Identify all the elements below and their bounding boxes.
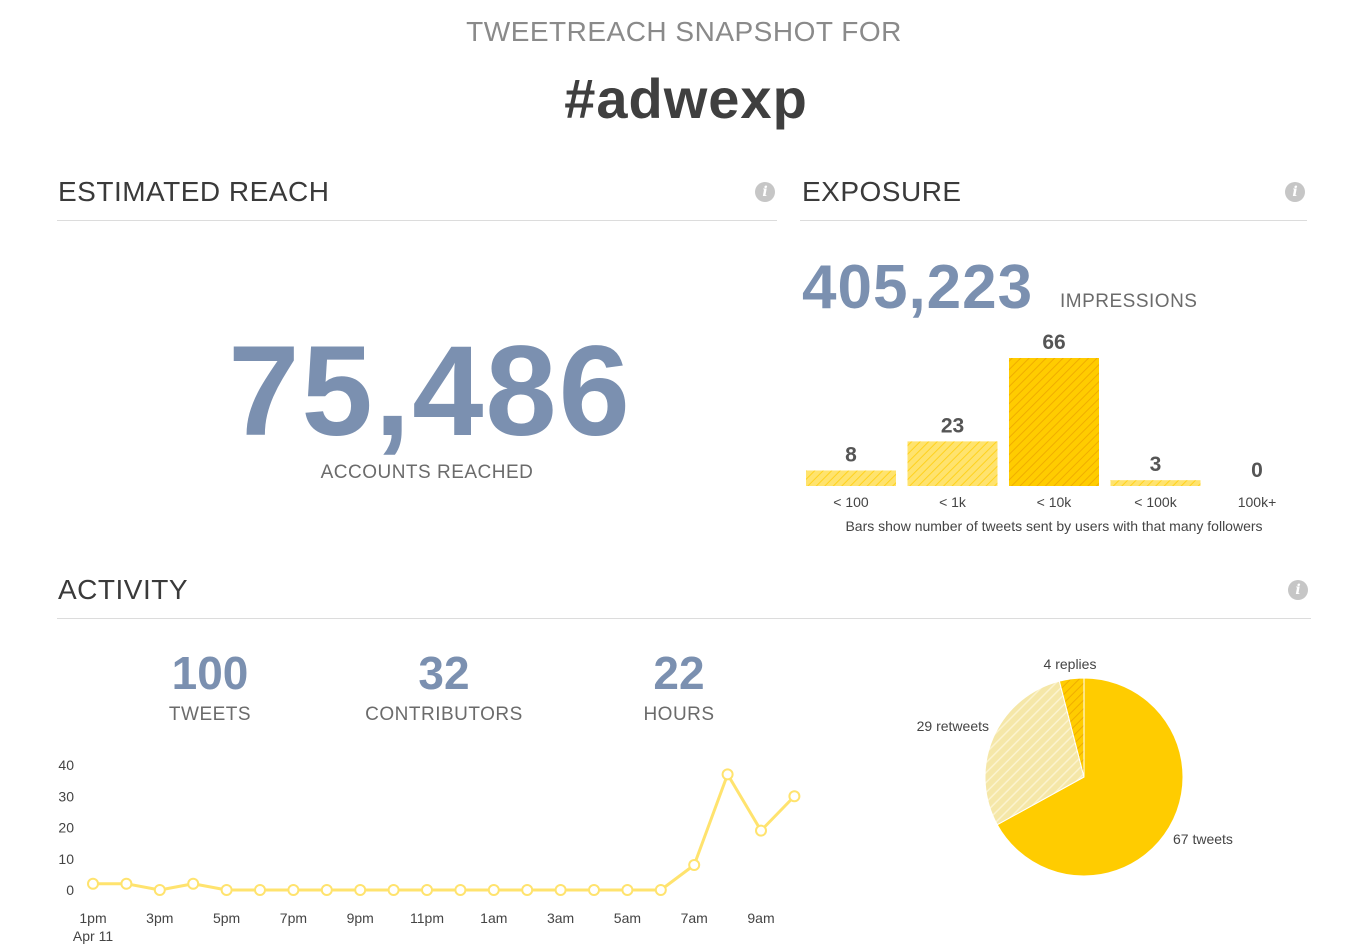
reach-label: ACCOUNTS REACHED	[227, 462, 627, 484]
y-tick-label: 10	[58, 851, 74, 867]
exposure-info-icon[interactable]: i	[1285, 182, 1305, 202]
activity-info-icon[interactable]: i	[1288, 580, 1308, 600]
snapshot-subtitle: TWEETREACH SNAPSHOT FOR	[0, 16, 1350, 48]
data-point[interactable]	[155, 885, 165, 895]
data-point[interactable]	[656, 885, 666, 895]
reach-value: 75,486	[130, 318, 730, 465]
data-point[interactable]	[789, 791, 799, 801]
data-point[interactable]	[188, 879, 198, 889]
pie-slice-label: 67 tweets	[1173, 831, 1233, 847]
x-tick-label: 1pm	[79, 910, 106, 926]
bar-category-label: < 10k	[1037, 494, 1073, 510]
follower-bar-chart: 8 < 100 23 < 1k 66 < 10k 3 < 100k 0 100k+ Bars sho…	[795, 320, 1315, 540]
x-tick-label: 11pm	[410, 910, 444, 926]
data-point[interactable]	[121, 879, 131, 889]
stat-contributors-label: CONTRIBUTORS	[344, 704, 544, 726]
y-tick-label: 30	[58, 788, 74, 804]
hashtag-title: #adwexp	[0, 66, 1350, 131]
tweets-over-time-chart: 0 10 20 30 40 1pm 3pm 5pm 7pm 9pm 11pm 1am 3am 5am 7am…	[40, 750, 820, 944]
pie-slice-label: 4 replies	[1044, 656, 1097, 672]
x-tick-label: 1am	[480, 910, 507, 926]
tweets-line	[93, 774, 794, 890]
bar-category-label: < 1k	[939, 494, 967, 510]
impressions-value: 405,223	[802, 252, 1033, 323]
stat-hours-value: 22	[579, 646, 779, 700]
x-date-label: Apr 11	[73, 928, 113, 944]
bar-value-label: 3	[1150, 453, 1162, 476]
data-point[interactable]	[389, 885, 399, 895]
impressions-label: IMPRESSIONS	[1060, 291, 1197, 313]
data-point[interactable]	[756, 826, 766, 836]
data-point[interactable]	[522, 885, 532, 895]
data-point[interactable]	[489, 885, 499, 895]
stat-tweets-value: 100	[110, 646, 310, 700]
bar-value-label: 8	[845, 443, 857, 466]
data-point[interactable]	[288, 885, 298, 895]
follower-bar[interactable]	[1009, 358, 1099, 486]
x-tick-label: 7pm	[280, 910, 307, 926]
y-tick-label: 20	[58, 820, 74, 836]
x-tick-label: 9am	[747, 910, 774, 926]
stat-tweets-label: TWEETS	[110, 704, 310, 726]
y-tick-label: 0	[66, 882, 74, 898]
data-point[interactable]	[422, 885, 432, 895]
data-point[interactable]	[255, 885, 265, 895]
y-tick-label: 40	[58, 757, 74, 773]
bar-category-label: 100k+	[1238, 494, 1277, 510]
bar-category-label: < 100k	[1134, 494, 1177, 510]
stat-contributors-value: 32	[344, 646, 544, 700]
x-tick-label: 5am	[614, 910, 641, 926]
data-point[interactable]	[589, 885, 599, 895]
pie-slice-label: 29 retweets	[917, 718, 989, 734]
x-tick-label: 9pm	[347, 910, 374, 926]
follower-bar[interactable]	[1111, 480, 1201, 486]
tweet-type-pie-chart: 67 tweets 29 retweets 4 replies	[880, 640, 1300, 890]
bar-value-label: 66	[1042, 331, 1065, 354]
follower-bar[interactable]	[908, 441, 998, 486]
data-point[interactable]	[556, 885, 566, 895]
exposure-title: EXPOSURE	[802, 176, 962, 208]
data-point[interactable]	[622, 885, 632, 895]
data-point[interactable]	[455, 885, 465, 895]
x-tick-label: 7am	[681, 910, 708, 926]
bar-chart-caption: Bars show number of tweets sent by users…	[845, 518, 1262, 534]
x-tick-label: 3pm	[146, 910, 173, 926]
data-point[interactable]	[322, 885, 332, 895]
follower-bar[interactable]	[806, 470, 896, 486]
stat-hours-label: HOURS	[579, 704, 779, 726]
x-tick-label: 5pm	[213, 910, 240, 926]
activity-divider	[57, 618, 1311, 619]
data-point[interactable]	[355, 885, 365, 895]
data-point[interactable]	[88, 879, 98, 889]
x-tick-label: 3am	[547, 910, 574, 926]
bar-category-label: < 100	[833, 494, 869, 510]
reach-info-icon[interactable]: i	[755, 182, 775, 202]
exposure-divider	[800, 220, 1307, 221]
data-point[interactable]	[222, 885, 232, 895]
activity-title: ACTIVITY	[58, 574, 188, 606]
data-point[interactable]	[723, 769, 733, 779]
reach-divider	[57, 220, 777, 221]
bar-value-label: 23	[941, 414, 964, 437]
data-point[interactable]	[689, 860, 699, 870]
estimated-reach-title: ESTIMATED REACH	[58, 176, 329, 208]
bar-value-label: 0	[1251, 459, 1263, 482]
